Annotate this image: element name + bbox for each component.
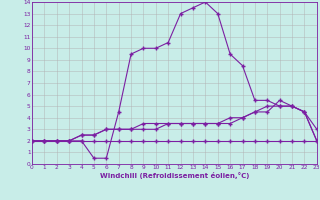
X-axis label: Windchill (Refroidissement éolien,°C): Windchill (Refroidissement éolien,°C) xyxy=(100,172,249,179)
